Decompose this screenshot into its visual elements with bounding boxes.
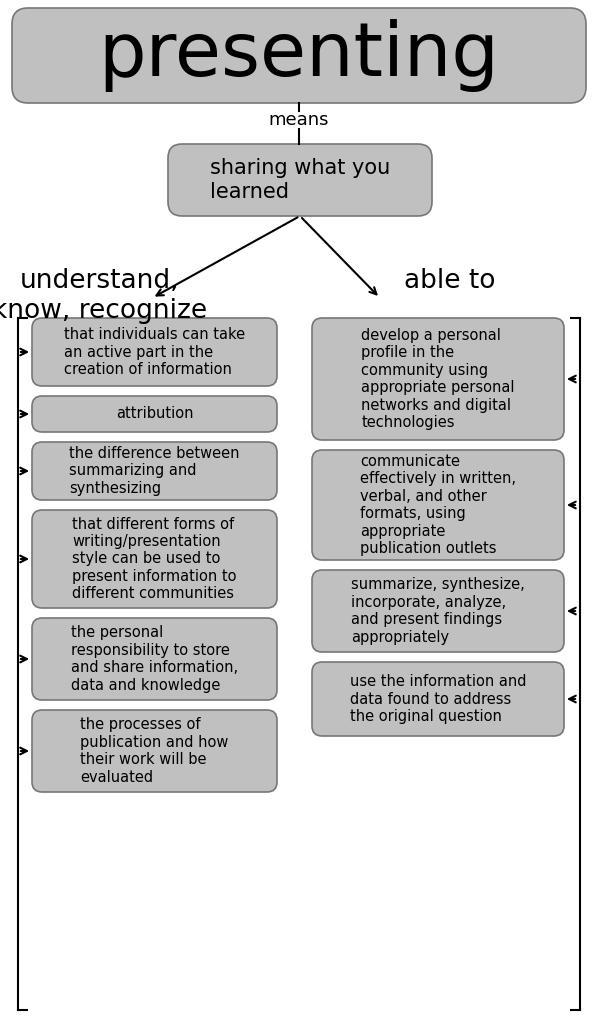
FancyBboxPatch shape (312, 570, 564, 652)
FancyBboxPatch shape (32, 396, 277, 432)
FancyBboxPatch shape (312, 662, 564, 736)
Text: communicate
effectively in written,
verbal, and other
formats, using
appropriate: communicate effectively in written, verb… (360, 454, 516, 556)
Text: understand,
know, recognize: understand, know, recognize (0, 268, 208, 324)
Text: use the information and
data found to address
the original question: use the information and data found to ad… (350, 674, 526, 724)
Text: develop a personal
profile in the
community using
appropriate personal
networks : develop a personal profile in the commun… (361, 328, 515, 430)
FancyBboxPatch shape (32, 442, 277, 500)
FancyBboxPatch shape (312, 318, 564, 440)
FancyBboxPatch shape (32, 510, 277, 608)
FancyBboxPatch shape (32, 710, 277, 792)
Text: attribution: attribution (116, 407, 193, 422)
Text: presenting: presenting (99, 19, 499, 92)
Text: that individuals can take
an active part in the
creation of information: that individuals can take an active part… (64, 327, 245, 377)
FancyBboxPatch shape (312, 450, 564, 560)
Text: the processes of
publication and how
their work will be
evaluated: the processes of publication and how the… (80, 718, 228, 784)
FancyBboxPatch shape (168, 144, 432, 216)
FancyBboxPatch shape (32, 618, 277, 700)
Text: that different forms of
writing/presentation
style can be used to
present inform: that different forms of writing/presenta… (72, 517, 237, 601)
FancyBboxPatch shape (12, 8, 586, 103)
Text: able to: able to (404, 268, 496, 294)
Text: summarize, synthesize,
incorporate, analyze,
and present findings
appropriately: summarize, synthesize, incorporate, anal… (351, 578, 525, 644)
Text: sharing what you
learned: sharing what you learned (210, 159, 390, 202)
Text: the difference between
summarizing and
synthesizing: the difference between summarizing and s… (69, 446, 240, 496)
Text: means: means (269, 111, 329, 129)
FancyBboxPatch shape (32, 318, 277, 386)
Text: the personal
responsibility to store
and share information,
data and knowledge: the personal responsibility to store and… (71, 626, 238, 692)
